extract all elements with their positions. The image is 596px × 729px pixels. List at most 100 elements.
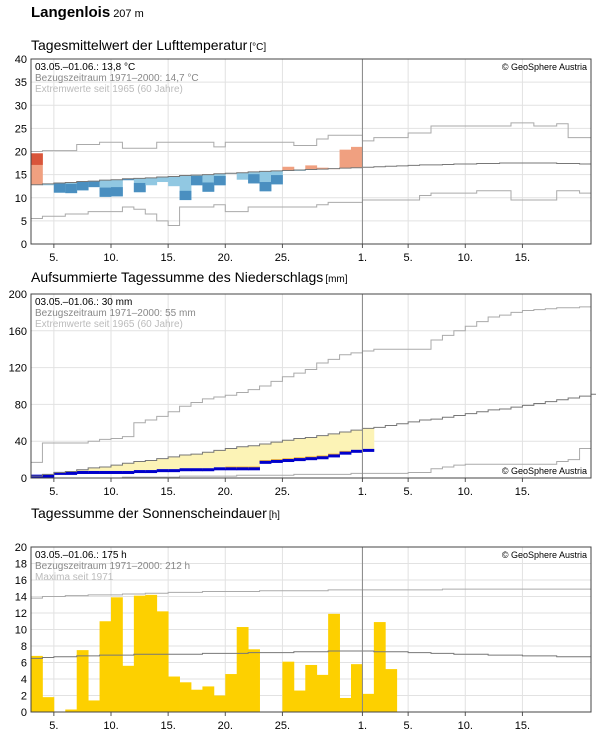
precip-deficit-bar (133, 461, 146, 472)
precip-deficit-bar (99, 466, 112, 473)
precip-observed-bar (168, 469, 180, 473)
reference-mean-line (31, 162, 591, 186)
sunshine-bar (191, 689, 203, 712)
precip-deficit-bar (305, 437, 318, 459)
x-tick-label: 1. (358, 252, 367, 264)
precip-deficit-bar (236, 446, 249, 469)
sunshine-bar (236, 627, 249, 712)
y-tick-label: 0 (21, 707, 27, 719)
chart-panel-1: 0 40 80 120 160 200 5. 10. 15. 20. 25. 1. 5. 10. 15. 03… (9, 289, 596, 498)
precip-deficit-bar (179, 455, 192, 470)
temperature-bar (145, 177, 158, 186)
x-tick-label: 25. (275, 720, 290, 729)
legend-extremes: Extremwerte seit 1965 (60 Jahre) (35, 319, 183, 330)
x-tick-label: 1. (358, 720, 367, 729)
y-tick-label: 0 (21, 239, 27, 251)
precip-observed-bar (259, 460, 272, 464)
sunshine-bar (225, 674, 238, 712)
precip-deficit-bar (293, 438, 306, 460)
x-tick-label: 5. (404, 720, 413, 729)
y-tick-label: 2 (21, 691, 27, 703)
extreme-min-line (31, 448, 591, 479)
reference-mean-line (31, 393, 596, 477)
temperature-extreme-bar (179, 190, 192, 201)
y-tick-label: 20 (15, 542, 27, 554)
precip-deficit-bar (362, 428, 375, 451)
precip-deficit-bar (259, 443, 272, 463)
precip-observed-bar (133, 470, 146, 474)
x-tick-label: 5. (404, 252, 413, 264)
y-tick-label: 10 (15, 625, 27, 637)
y-tick-label: 25 (15, 123, 27, 135)
x-tick-label: 1. (358, 486, 367, 498)
sunshine-bar (362, 693, 375, 712)
legend-current: 03.05.–01.06.: 30 mm (35, 297, 132, 308)
reference-mean-line (31, 650, 591, 659)
temperature-extreme-bar (248, 174, 260, 184)
legend-reference: Bezugszeitraum 1971–2000: 212 h (35, 561, 190, 572)
y-tick-label: 6 (21, 658, 27, 670)
y-tick-label: 120 (9, 363, 27, 375)
station-header: Langenlois 207 m (31, 4, 144, 21)
precip-deficit-bar (339, 432, 352, 454)
temperature-bar (236, 172, 249, 180)
precip-observed-bar (42, 474, 55, 478)
temperature-extreme-bar (213, 176, 226, 186)
legend-extremes: Extremwerte seit 1965 (60 Jahre) (35, 84, 183, 95)
precip-observed-bar (88, 470, 100, 474)
chart-panel-0: 0 5 10 15 20 25 30 35 40 5. 10. 15. 20. 25. 1. 5. 10. 15.… (15, 54, 592, 264)
precipitation-unit: [mm] (325, 274, 348, 285)
x-tick-label: 15. (160, 486, 175, 498)
sunshine-unit: [h] (268, 510, 280, 521)
x-tick-label: 15. (160, 252, 175, 264)
precip-observed-bar (316, 456, 329, 460)
y-tick-label: 8 (21, 641, 27, 653)
sunshine-bar (248, 649, 260, 712)
temperature-bar (316, 167, 329, 170)
y-tick-label: 20 (15, 147, 27, 159)
y-tick-label: 40 (15, 436, 27, 448)
sunshine-bar (65, 709, 78, 712)
temperature-bar (31, 153, 43, 185)
sunshine-bar (168, 676, 180, 712)
sunshine-bar (88, 700, 100, 712)
precip-observed-bar (156, 469, 169, 473)
precip-deficit-bar (248, 445, 260, 469)
precip-deficit-bar (328, 433, 340, 456)
precip-observed-bar (305, 457, 318, 461)
temperature-extreme-bar (99, 187, 112, 197)
x-tick-label: 15. (160, 720, 175, 729)
legend-current: 03.05.–01.06.: 175 h (35, 550, 127, 561)
plot-frame (30, 58, 592, 245)
sunshine-title-text: Tagessumme der Sonnenscheindauer (31, 505, 267, 521)
extreme-max-line (31, 122, 591, 152)
precip-deficit-bar (202, 452, 215, 470)
temperature-extreme-bar (271, 175, 283, 185)
precip-observed-bar (225, 467, 238, 471)
x-tick-label: 15. (515, 486, 530, 498)
x-tick-label: 5. (49, 486, 58, 498)
temperature-extreme-bar (111, 187, 123, 197)
x-tick-label: 10. (458, 720, 473, 729)
y-tick-label: 80 (15, 399, 27, 411)
precip-deficit-bar (225, 448, 238, 469)
precip-observed-bar (271, 459, 283, 463)
temperature-chart-title: Tagesmittelwert der Lufttemperatur [°C] (31, 37, 266, 53)
sunshine-bar (156, 611, 169, 712)
x-tick-label: 20. (218, 252, 233, 264)
temperature-bar (282, 166, 295, 171)
x-tick-label: 10. (458, 486, 473, 498)
x-tick-label: 15. (515, 720, 530, 729)
y-tick-label: 30 (15, 100, 27, 112)
y-tick-label: 4 (21, 674, 27, 686)
sunshine-bar (145, 594, 158, 712)
station-name: Langenlois (31, 4, 111, 21)
precip-observed-bar (191, 468, 203, 472)
precip-observed-bar (293, 458, 306, 462)
precipitation-title-text: Aufsummierte Tagessumme des Niederschlag… (31, 269, 324, 285)
sunshine-bar (179, 682, 192, 712)
temperature-extreme-bar (259, 182, 272, 192)
legend-current: 03.05.–01.06.: 13,8 °C (35, 62, 135, 73)
precip-observed-bar (145, 470, 158, 474)
